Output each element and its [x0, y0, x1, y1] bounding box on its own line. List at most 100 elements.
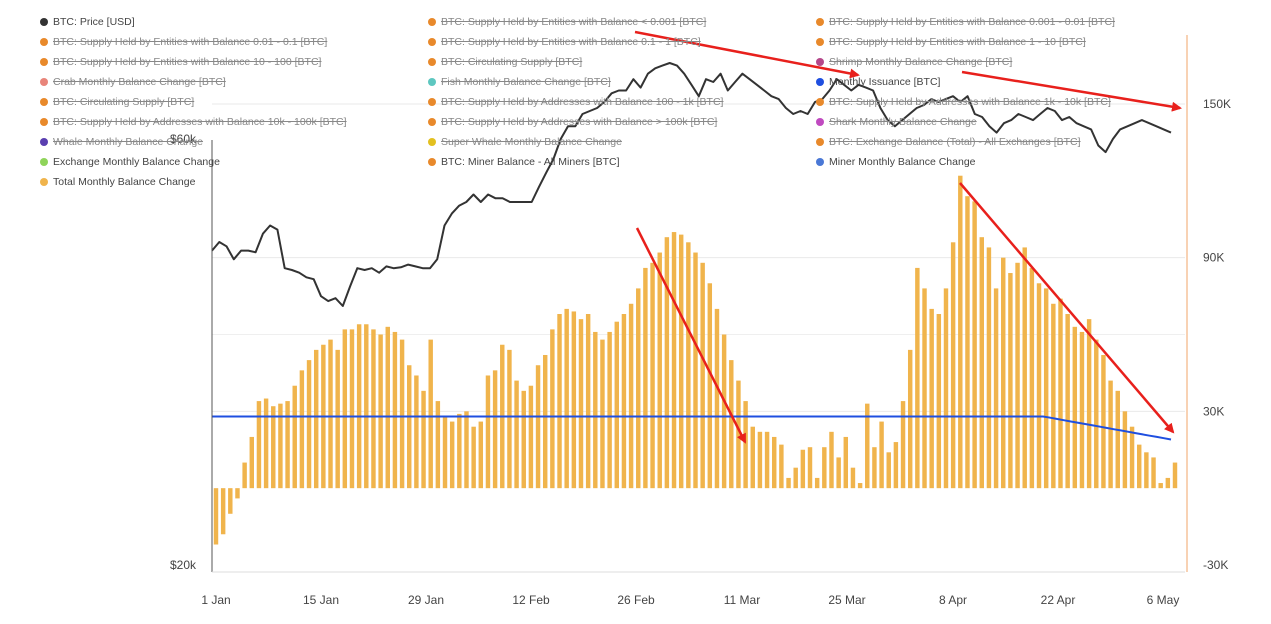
legend-item[interactable]: Shrimp Monthly Balance Change [BTC]	[816, 55, 1012, 69]
legend-item[interactable]: Shark Monthly Balance Change	[816, 115, 977, 129]
bar	[407, 365, 412, 489]
bar	[743, 401, 748, 489]
bar	[478, 421, 484, 489]
legend-swatch-icon	[816, 138, 824, 146]
legend-item[interactable]: BTC: Circulating Supply [BTC]	[40, 95, 194, 109]
bar	[364, 324, 369, 489]
bar	[943, 288, 949, 489]
btc-price-line	[211, 62, 1172, 307]
legend-swatch-icon	[428, 58, 436, 66]
bar	[578, 319, 584, 489]
legend-item[interactable]: Super Whale Monthly Balance Change	[428, 135, 622, 149]
legend-item[interactable]: BTC: Exchange Balance (Total) - All Exch…	[816, 135, 1081, 149]
legend-item[interactable]: BTC: Supply Held by Entities with Balanc…	[816, 35, 1086, 49]
bar	[636, 288, 641, 489]
bar	[571, 311, 577, 489]
bar	[1051, 303, 1056, 489]
legend-swatch-icon	[40, 58, 48, 66]
legend-item[interactable]: BTC: Supply Held by Entities with Balanc…	[428, 15, 706, 29]
bar	[528, 385, 534, 489]
bar	[1058, 298, 1063, 489]
legend-item[interactable]: Miner Monthly Balance Change	[816, 155, 976, 169]
legend-item[interactable]: BTC: Supply Held by Addresses with Balan…	[428, 115, 717, 129]
right-tick-label: 90K	[1203, 251, 1224, 265]
legend-swatch-icon	[816, 38, 824, 46]
bar	[893, 442, 899, 489]
legend-item[interactable]: BTC: Price [USD]	[40, 15, 135, 29]
bar	[449, 421, 455, 489]
legend-item[interactable]: BTC: Supply Held by Entities with Balanc…	[40, 35, 327, 49]
bar	[428, 339, 433, 489]
bar	[1129, 426, 1135, 489]
bar	[471, 426, 476, 489]
bar	[457, 413, 462, 489]
bar	[965, 196, 970, 489]
bar	[356, 324, 362, 489]
legend-label: Total Monthly Balance Change	[53, 176, 196, 188]
bar	[485, 375, 491, 489]
legend-item[interactable]: Total Monthly Balance Change	[40, 175, 195, 189]
legend-label: BTC: Supply Held by Entities with Balanc…	[53, 56, 322, 68]
bar	[392, 331, 398, 489]
bar	[1101, 354, 1106, 489]
bar	[242, 462, 247, 489]
legend-item[interactable]: BTC: Supply Held by Addresses with Balan…	[428, 95, 723, 109]
legend-item[interactable]: BTC: Supply Held by Entities with Balanc…	[816, 15, 1115, 29]
bar	[779, 444, 784, 489]
bar	[1137, 444, 1142, 489]
legend-label: BTC: Supply Held by Entities with Balanc…	[829, 16, 1115, 28]
bar	[950, 242, 956, 489]
legend-item[interactable]: BTC: Supply Held by Entities with Balanc…	[40, 55, 321, 69]
legend-swatch-icon	[40, 38, 48, 46]
bar	[900, 401, 906, 489]
bar	[557, 314, 562, 489]
bar	[442, 416, 448, 489]
bar	[915, 267, 920, 489]
bar	[421, 390, 426, 489]
legend-item[interactable]: BTC: Circulating Supply [BTC]	[428, 55, 582, 69]
bar	[1072, 326, 1078, 489]
bar	[385, 326, 390, 489]
legend-item[interactable]: Monthly Issuance [BTC]	[816, 75, 940, 89]
legend-label: BTC: Supply Held by Entities with Balanc…	[441, 16, 707, 28]
bar	[399, 339, 405, 489]
bar	[1001, 257, 1006, 489]
legend-item[interactable]: BTC: Supply Held by Addresses with Balan…	[40, 115, 347, 129]
legend-item[interactable]: BTC: Supply Held by Entities with Balanc…	[428, 35, 701, 49]
bar	[822, 447, 827, 489]
bar	[993, 288, 999, 489]
bar	[256, 401, 262, 489]
legend-swatch-icon	[40, 158, 48, 166]
legend-label: BTC: Exchange Balance (Total) - All Exch…	[829, 136, 1081, 148]
bar	[1108, 380, 1113, 489]
legend-label: Shark Monthly Balance Change	[829, 116, 977, 128]
legend-swatch-icon	[816, 158, 824, 166]
legend-item[interactable]: Whale Monthly Balance Change	[40, 135, 203, 149]
legend-item[interactable]: Crab Monthly Balance Change [BTC]	[40, 75, 226, 89]
bar	[1079, 331, 1085, 489]
legend-label: BTC: Miner Balance - All Miners [BTC]	[441, 156, 620, 168]
legend-swatch-icon	[40, 138, 48, 146]
annotation-arrow	[961, 70, 1182, 112]
bar	[585, 314, 591, 489]
monthly-issuance-line	[212, 415, 1172, 441]
bar	[800, 449, 806, 489]
legend-item[interactable]: Exchange Monthly Balance Change	[40, 155, 220, 169]
bar	[342, 329, 348, 489]
bar	[220, 488, 226, 535]
legend-item[interactable]: Fish Monthly Balance Change [BTC]	[428, 75, 611, 89]
legend-item[interactable]: BTC: Supply Held by Addresses with Balan…	[816, 95, 1111, 109]
bar	[213, 488, 219, 545]
bar	[1036, 283, 1042, 489]
legend-swatch-icon	[428, 18, 436, 26]
legend-label: Crab Monthly Balance Change [BTC]	[53, 76, 226, 88]
legend-item[interactable]: BTC: Miner Balance - All Miners [BTC]	[428, 155, 620, 169]
bar	[1043, 288, 1049, 489]
bar	[686, 242, 691, 489]
bar	[535, 365, 541, 489]
bar	[829, 431, 834, 489]
legend-label: BTC: Supply Held by Entities with Balanc…	[441, 36, 701, 48]
bar	[664, 237, 670, 489]
legend-swatch-icon	[428, 98, 436, 106]
